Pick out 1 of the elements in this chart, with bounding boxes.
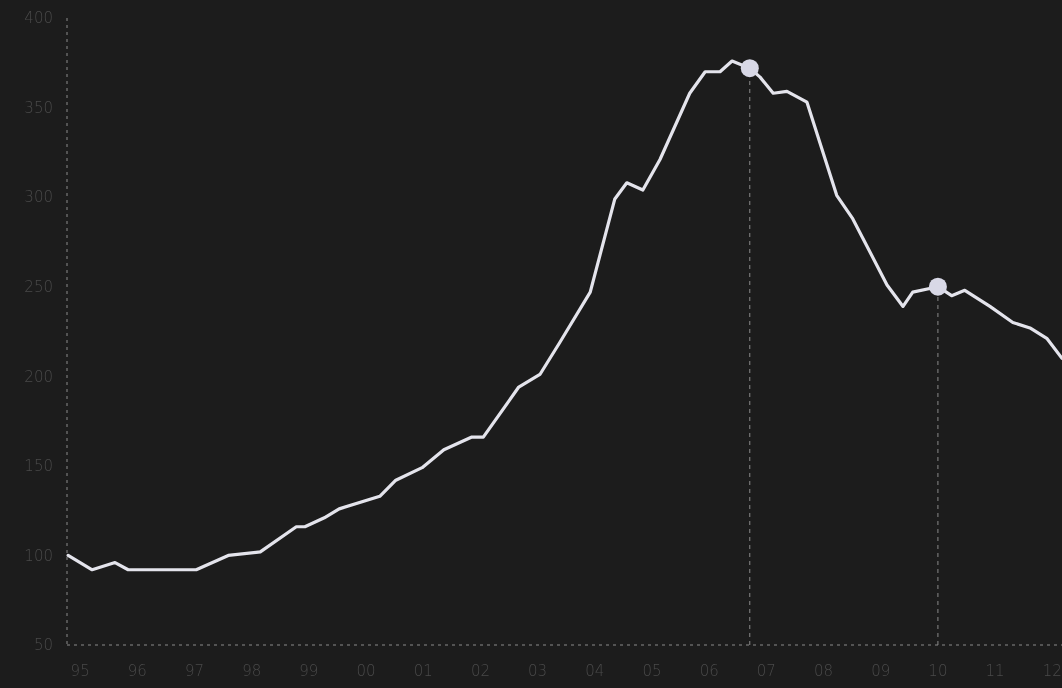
line-series <box>66 59 1062 572</box>
